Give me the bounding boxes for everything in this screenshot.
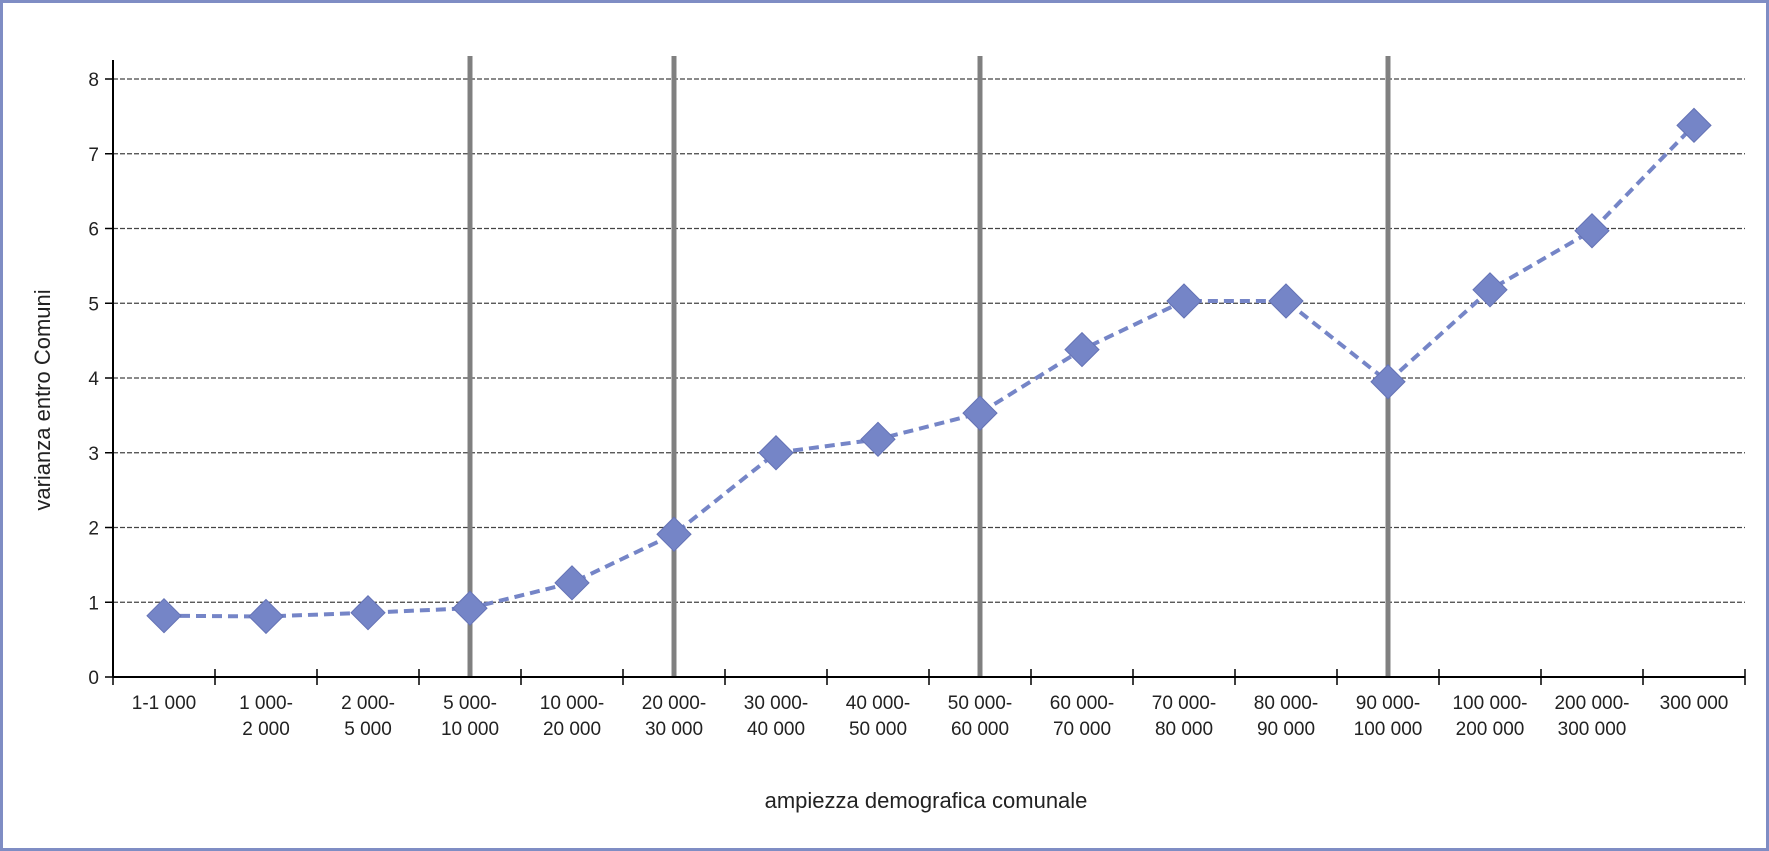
- x-tick-label: 5 000- 10 000: [441, 693, 499, 740]
- series: [146, 107, 1712, 635]
- x-tick-label-line: 50 000-: [948, 693, 1012, 714]
- x-tick-label: 70 000- 80 000: [1152, 693, 1216, 740]
- data-point: [1064, 331, 1100, 368]
- y-tick-label: 0: [88, 668, 99, 689]
- x-tick-label-line: 30 000-: [744, 693, 808, 714]
- x-tick-label-line: 10 000: [441, 719, 499, 740]
- x-tick-label-line: 90 000: [1257, 719, 1315, 740]
- data-point: [758, 435, 794, 471]
- x-tick-label-line: 1 000-: [239, 693, 293, 714]
- x-tick-label: 300 000: [1660, 693, 1729, 714]
- x-tick-label: 50 000- 60 000: [948, 693, 1012, 740]
- data-point: [554, 565, 590, 601]
- x-tick-label-line: 60 000-: [1050, 693, 1114, 714]
- x-axis-title: ampiezza demografica comunale: [765, 788, 1088, 813]
- y-tick-label: 8: [88, 70, 99, 91]
- data-point: [1676, 107, 1712, 144]
- y-tick-label: 5: [88, 294, 99, 315]
- x-tick-label-line: 30 000: [645, 719, 703, 740]
- x-tick-label: 80 000- 90 000: [1254, 693, 1318, 740]
- data-point: [1166, 283, 1202, 319]
- data-point: [452, 590, 488, 626]
- x-tick-label: 2 000- 5 000: [341, 693, 395, 740]
- y-tick-label: 1: [88, 593, 99, 614]
- x-tick-label-line: 5 000-: [443, 693, 497, 714]
- data-point: [1268, 283, 1304, 319]
- x-tick-label-line: 70 000: [1053, 719, 1111, 740]
- data-point: [656, 516, 692, 552]
- x-tick-label-line: 2 000: [242, 719, 290, 740]
- x-tick-label: 60 000- 70 000: [1050, 693, 1114, 740]
- data-point: [248, 598, 284, 635]
- y-tick-labels: 0 1 2 3 4 5 6 7 8: [88, 70, 99, 689]
- x-tick-label-line: 300 000: [1558, 719, 1627, 740]
- x-tick-label-line: 50 000: [849, 719, 907, 740]
- x-tick-labels: 1-1 000 1 000- 2 000 2 000- 5 000 5 000- 10 00…: [132, 693, 1729, 740]
- x-tick-label-line: 100 000-: [1452, 693, 1527, 714]
- data-point: [1574, 213, 1610, 249]
- data-point: [350, 595, 386, 631]
- x-tick-label: 10 000- 20 000: [540, 693, 604, 740]
- x-tick-label-line: 40 000-: [846, 693, 910, 714]
- x-tick-label-line: 200 000-: [1554, 693, 1629, 714]
- x-tick-label-line: 10 000-: [540, 693, 604, 714]
- axes: [105, 60, 1746, 685]
- y-axis-title: varianza entro Comuni: [30, 289, 55, 510]
- x-tick-label-line: 60 000: [951, 719, 1009, 740]
- y-tick-label: 6: [88, 220, 99, 241]
- x-tick-label-line: 80 000-: [1254, 693, 1318, 714]
- series-line: [163, 123, 1696, 619]
- y-tick-label: 4: [88, 369, 99, 390]
- x-tick-label-line: 5 000: [344, 719, 392, 740]
- data-point: [146, 597, 182, 634]
- x-tick-label: 100 000- 200 000: [1452, 693, 1527, 740]
- data-point: [1370, 364, 1406, 400]
- x-tick-label-line: 40 000: [747, 719, 805, 740]
- x-tick-label: 90 000- 100 000: [1354, 693, 1423, 740]
- y-tick-label: 3: [88, 444, 99, 465]
- x-tick-label-line: 200 000: [1456, 719, 1525, 740]
- x-tick-label: 1-1 000: [132, 693, 196, 714]
- x-tick-label: 40 000- 50 000: [846, 693, 910, 740]
- x-tick-label: 1 000- 2 000: [239, 693, 293, 740]
- x-tick-label-line: 20 000-: [642, 693, 706, 714]
- x-tick-label-line: 100 000: [1354, 719, 1423, 740]
- data-point: [1472, 272, 1508, 308]
- x-tick-label-line: 70 000-: [1152, 693, 1216, 714]
- x-tick-label-line: 1-1 000: [132, 693, 196, 714]
- y-tick-label: 2: [88, 519, 99, 540]
- gridlines: [113, 78, 1745, 603]
- vertical-separators: [467, 56, 1391, 677]
- y-tick-label: 7: [88, 145, 99, 166]
- x-tick-label-line: 80 000: [1155, 719, 1213, 740]
- x-tick-label: 30 000- 40 000: [744, 693, 808, 740]
- x-tick-label: 20 000- 30 000: [642, 693, 706, 740]
- data-point: [860, 421, 896, 458]
- x-tick-label: 200 000- 300 000: [1554, 693, 1629, 740]
- x-tick-label-line: 20 000: [543, 719, 601, 740]
- x-tick-label-line: 300 000: [1660, 693, 1729, 714]
- x-tick-label-line: 90 000-: [1356, 693, 1420, 714]
- data-point: [962, 395, 998, 431]
- x-tick-label-line: 2 000-: [341, 693, 395, 714]
